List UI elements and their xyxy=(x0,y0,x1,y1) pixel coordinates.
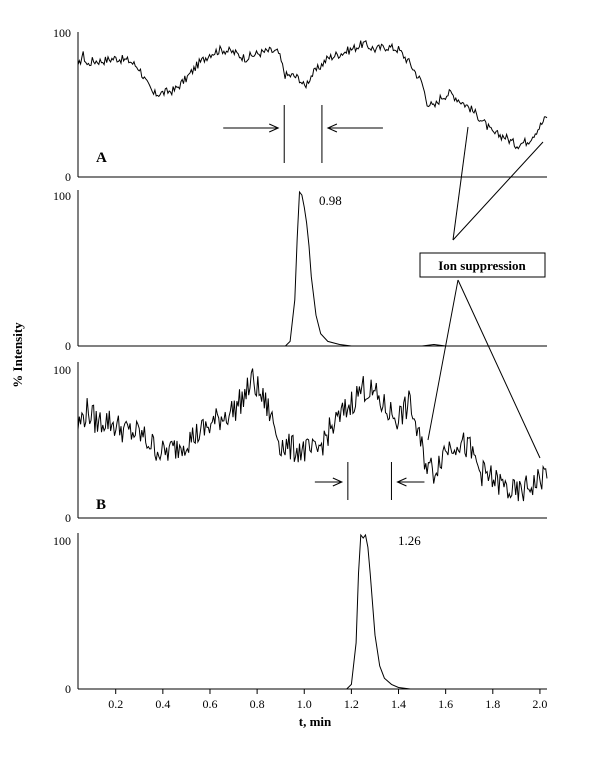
panel-4-ytick-100: 100 xyxy=(53,534,71,548)
bracket-b-left-arrowhead xyxy=(332,477,344,487)
panel-b-ytick-100: 100 xyxy=(53,363,71,377)
bracket-a-left-arrowhead xyxy=(269,123,280,133)
callout-leader-4 xyxy=(457,279,541,459)
panel-4-peak-label: 1.26 xyxy=(398,533,421,548)
callout-text: Ion suppression xyxy=(438,258,526,273)
panel-a-trace xyxy=(77,39,548,150)
bracket-a-right-arrowhead xyxy=(326,123,338,133)
panel-4: 100 0 1.26 xyxy=(53,533,547,696)
panel-a: 100 0 A xyxy=(53,26,548,184)
y-axis-title: % Intensity xyxy=(10,322,25,388)
x-tick-label-1: 0.4 xyxy=(155,697,170,711)
panel-a-label: A xyxy=(96,150,107,166)
x-tick-label-8: 1.8 xyxy=(485,697,500,711)
x-tick-label-0: 0.2 xyxy=(108,697,123,711)
x-tick-label-2: 0.6 xyxy=(202,697,217,711)
x-axis: 0.2 0.4 0.6 0.8 1.0 1.2 1.4 1.6 1.8 2.0 xyxy=(108,689,547,711)
panel-2-peak-label: 0.98 xyxy=(319,193,342,208)
ion-suppression-callout: Ion suppression xyxy=(419,126,546,459)
panel-a-ytick-0: 0 xyxy=(65,170,71,184)
x-tick-label-6: 1.4 xyxy=(391,697,406,711)
x-tick-label-9: 2.0 xyxy=(532,697,547,711)
panel-a-bracket xyxy=(223,105,383,163)
bracket-b-right-arrowhead xyxy=(396,477,407,487)
panel-4-trace xyxy=(78,533,547,690)
panel-2: 100 0 0.98 xyxy=(53,189,547,353)
panel-b-label: B xyxy=(96,497,106,513)
callout-leader-2 xyxy=(452,141,544,241)
panel-2-ytick-100: 100 xyxy=(53,189,71,203)
x-axis-title: t, min xyxy=(299,714,332,729)
panel-b: 100 0 B xyxy=(53,362,548,525)
x-tick-label-7: 1.6 xyxy=(438,697,453,711)
panel-b-ytick-0: 0 xyxy=(65,511,71,525)
panel-2-trace xyxy=(78,190,547,347)
panel-b-trace xyxy=(77,368,548,502)
x-tick-label-4: 1.0 xyxy=(297,697,312,711)
x-tick-label-5: 1.2 xyxy=(344,697,359,711)
panel-b-bracket xyxy=(314,462,425,500)
panel-2-ytick-0: 0 xyxy=(65,339,71,353)
panel-a-ytick-100: 100 xyxy=(53,26,71,40)
x-tick-label-3: 0.8 xyxy=(250,697,265,711)
callout-leader-3 xyxy=(427,279,459,441)
panel-4-ytick-0: 0 xyxy=(65,682,71,696)
callout-leader-1 xyxy=(452,126,469,241)
callout-box xyxy=(419,252,546,278)
